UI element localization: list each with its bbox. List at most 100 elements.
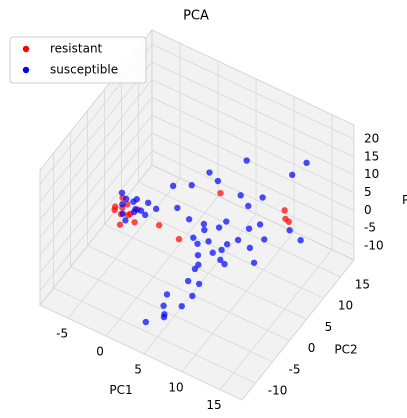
legend-marker (22, 66, 30, 74)
point (201, 226, 208, 234)
point (245, 202, 252, 210)
point (205, 238, 212, 245)
point (194, 251, 202, 259)
point (303, 159, 310, 167)
point (188, 182, 195, 189)
legend: resistant susceptible (9, 36, 147, 84)
x-tick-label: 0 (96, 345, 104, 359)
point (119, 210, 127, 217)
y-tick-label: 15 (355, 277, 370, 291)
point (178, 302, 185, 310)
point (163, 291, 171, 298)
point (141, 211, 149, 219)
grid-line (53, 287, 256, 384)
grid-line (105, 195, 219, 337)
grid-line (138, 181, 341, 278)
z-tick-label: 5 (364, 185, 372, 199)
point (111, 206, 118, 214)
point (152, 205, 160, 213)
x-axis-label: PC1 (109, 383, 132, 397)
grid-line (219, 249, 333, 390)
point (200, 220, 208, 228)
z-tick-label: 0 (364, 203, 372, 217)
point (218, 246, 225, 254)
point (118, 189, 126, 196)
point (214, 177, 222, 185)
grid-line (39, 115, 153, 256)
point (217, 189, 224, 197)
x-tick-label: 10 (168, 380, 183, 394)
grid-line (151, 150, 355, 247)
point (122, 217, 129, 224)
grid-line (39, 150, 153, 292)
point (142, 318, 150, 326)
z-tick-label: -10 (364, 238, 384, 252)
point (124, 200, 131, 208)
x-tick-label: -5 (56, 327, 68, 341)
point (195, 280, 203, 288)
y-tick-label: 5 (325, 320, 333, 334)
point (144, 199, 152, 207)
point (122, 195, 130, 203)
grid-line (39, 79, 153, 220)
y-tick-label: 0 (308, 341, 316, 355)
grid-line (151, 79, 355, 176)
legend-label: susceptible (50, 63, 118, 77)
grid-line (39, 97, 153, 238)
point (243, 157, 250, 164)
z-tick-label: 15 (364, 149, 379, 163)
grid-line (39, 132, 153, 274)
point (175, 235, 183, 243)
point (189, 292, 196, 300)
point (250, 259, 258, 266)
legend-box (9, 36, 147, 84)
point (191, 265, 199, 273)
point (116, 221, 124, 228)
grid-line (151, 43, 355, 140)
point (194, 240, 201, 247)
point (160, 313, 168, 321)
point (215, 224, 223, 231)
point (281, 207, 288, 214)
point (223, 218, 230, 225)
point (184, 277, 192, 285)
grid-line (151, 114, 355, 211)
y-tick-label: -5 (289, 362, 301, 376)
point (190, 234, 197, 241)
z-tick-label: 20 (364, 132, 379, 146)
x-tick-label: 15 (206, 398, 221, 412)
point (297, 237, 304, 244)
grid-line (67, 177, 181, 319)
grid-line (151, 61, 355, 158)
point (217, 256, 224, 264)
point (259, 194, 266, 201)
legend-label: resistant (50, 42, 103, 56)
grid-line (39, 61, 153, 203)
point (185, 216, 193, 223)
point (206, 169, 213, 176)
x-tick-label: 5 (134, 362, 142, 376)
legend-marker (22, 45, 30, 53)
point (174, 204, 181, 212)
point (137, 207, 145, 214)
point (209, 249, 216, 256)
point (160, 302, 167, 309)
point (245, 225, 253, 232)
z-axis-label: PC3 (402, 193, 407, 207)
point (234, 236, 242, 244)
point (223, 241, 231, 248)
grid-line (151, 132, 355, 229)
y-tick-label: -10 (268, 384, 288, 398)
point (256, 221, 264, 228)
point (119, 200, 126, 208)
point (133, 196, 140, 203)
y-axis-label: PC2 (334, 343, 357, 357)
point (261, 236, 268, 243)
z-tick-label: -5 (364, 221, 376, 235)
point (285, 218, 293, 225)
point (221, 260, 228, 268)
point (155, 222, 163, 229)
grid-line (87, 245, 290, 341)
grid-line (181, 231, 295, 373)
point (237, 192, 244, 199)
